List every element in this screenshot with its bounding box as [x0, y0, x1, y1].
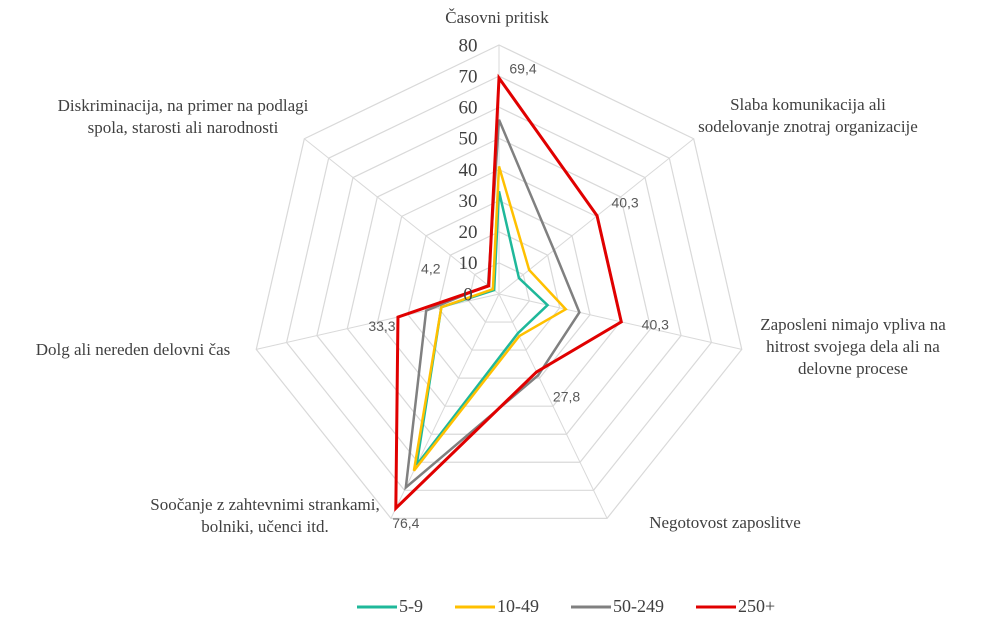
grid-ring [468, 262, 530, 323]
r-tick-label: 20 [459, 222, 478, 243]
legend-label: 5-9 [399, 596, 423, 616]
category-label: Diskriminacija, na primer na podlagi spo… [57, 96, 309, 137]
spoke [390, 293, 500, 519]
r-tick-label: 50 [459, 129, 478, 150]
r-tick-label: 40 [459, 160, 478, 181]
legend-label: 10-49 [497, 596, 539, 616]
series-line [412, 166, 568, 472]
grid-ring [285, 75, 713, 491]
data-label: 27,8 [553, 389, 580, 405]
r-tick-label: 70 [459, 66, 478, 87]
spoke [304, 138, 500, 295]
data-label: 4,2 [421, 261, 441, 277]
grid-ring [407, 199, 591, 379]
grid-ring [346, 137, 652, 435]
grid-ring [255, 44, 743, 519]
data-label: 76,4 [392, 515, 419, 531]
r-tick-label: 30 [459, 191, 478, 212]
r-tick-label: 10 [459, 253, 478, 274]
spoke [498, 293, 608, 519]
series-line [394, 73, 623, 512]
category-label: Slaba komunikacija ali sodelovanje znotr… [698, 95, 918, 136]
category-label: Časovni pritisk [445, 8, 549, 27]
grid-ring [437, 231, 561, 351]
legend-label: 50-249 [613, 596, 664, 616]
r-tick-label: 80 [459, 35, 478, 56]
category-label: Dolg ali nereden delovni čas [35, 340, 231, 359]
category-label: Zaposleni nimajo vpliva na hitrost svoje… [760, 315, 946, 378]
grid-ring [316, 106, 682, 463]
r-tick-label: 60 [459, 98, 478, 119]
category-label: Soočanje z zahtevnimi strankami, bolniki… [150, 495, 380, 536]
data-label: 40,3 [642, 317, 669, 333]
data-label: 40,3 [611, 194, 638, 210]
category-label: Negotovost zaposlitve [649, 513, 801, 532]
data-label: 33,3 [368, 318, 395, 334]
spoke [256, 293, 500, 350]
data-label: 69,4 [509, 61, 536, 77]
r-tick-label: 0 [463, 284, 473, 305]
legend-label: 250+ [738, 596, 775, 616]
